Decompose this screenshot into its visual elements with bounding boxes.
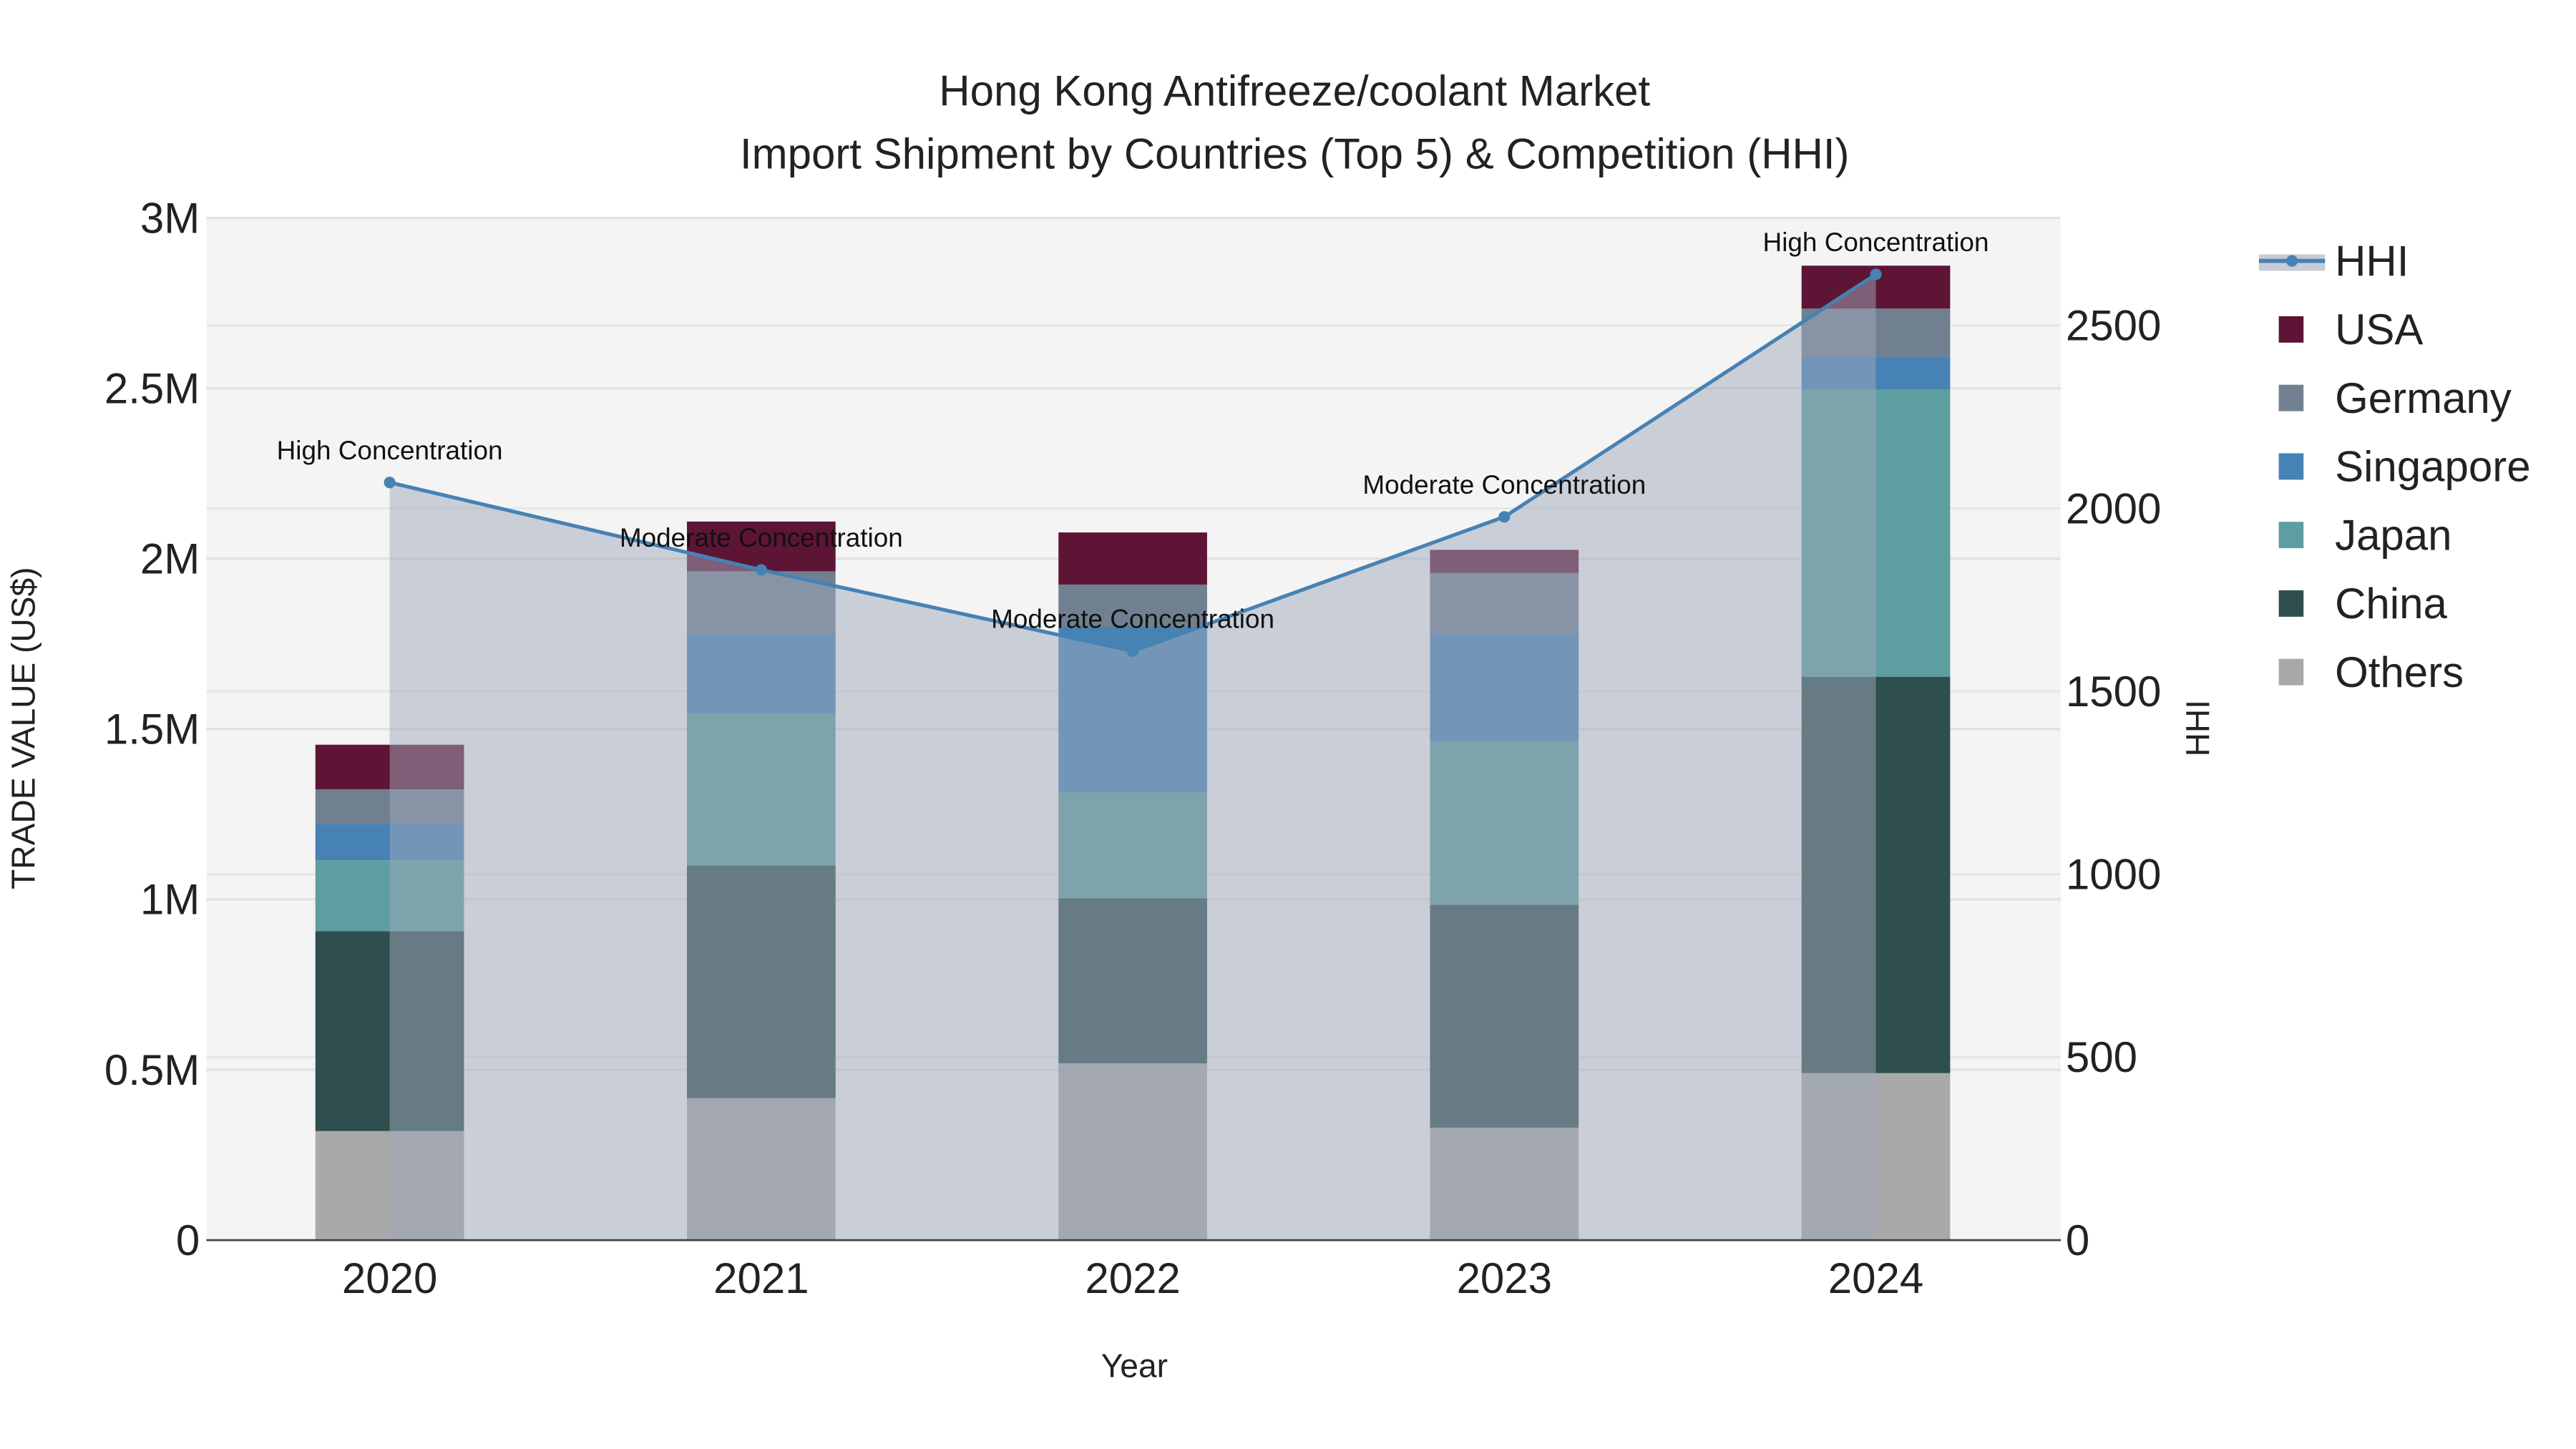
y-tick-label: 3M xyxy=(140,194,200,242)
legend-label: Germany xyxy=(2335,374,2512,422)
legend-item-japan: Japan xyxy=(2278,511,2452,559)
hhi-point-2022 xyxy=(1127,645,1139,658)
y-tick-label: 0.5M xyxy=(104,1046,200,1094)
legend-label: Others xyxy=(2335,648,2464,696)
y2-tick-label: 1000 xyxy=(2066,851,2161,899)
legend-swatch xyxy=(2278,316,2304,343)
legend-swatch xyxy=(2278,590,2304,617)
hhi-area xyxy=(389,274,1876,1241)
hhi-annotation: Moderate Concentration xyxy=(991,605,1274,634)
y-axis-ticks: 0 0.5M 1M 1.5M 2M 2.5M 3M xyxy=(104,194,200,1264)
y2-tick-label: 2000 xyxy=(2066,484,2161,532)
y-tick-label: 1M xyxy=(140,876,200,924)
x-tick-label: 2021 xyxy=(713,1254,809,1302)
y-tick-label: 0 xyxy=(176,1216,200,1264)
legend: HHI USA Germany Singapore Japan China Others xyxy=(2258,237,2531,696)
legend-item-others: Others xyxy=(2278,648,2464,696)
y-tick-label: 2.5M xyxy=(104,364,200,412)
x-axis-ticks: 2020 2021 2022 2023 2024 xyxy=(342,1254,1923,1302)
hhi-point-2021 xyxy=(755,564,767,576)
legend-label: HHI xyxy=(2335,237,2409,285)
legend-item-germany: Germany xyxy=(2278,374,2512,422)
y-axis-label: TRADE VALUE (US$) xyxy=(4,567,42,889)
legend-item-usa: USA xyxy=(2278,306,2423,353)
hhi-point-2024 xyxy=(1870,268,1882,280)
y2-axis-label: HHI xyxy=(2180,700,2217,756)
hhi-point-2023 xyxy=(1498,511,1511,523)
hhi-point-2020 xyxy=(384,477,396,489)
legend-item-china: China xyxy=(2278,580,2447,628)
y2-tick-label: 2500 xyxy=(2066,302,2161,350)
hhi-annotation: High Concentration xyxy=(1763,228,1989,257)
legend-label: Japan xyxy=(2335,511,2451,559)
y-tick-label: 1.5M xyxy=(104,706,200,753)
x-tick-label: 2024 xyxy=(1828,1254,1923,1302)
legend-item-hhi: HHI xyxy=(2258,237,2409,285)
x-axis-label: Year xyxy=(1101,1347,1168,1385)
annotations: High Concentration Moderate Concentration… xyxy=(277,228,1989,634)
legend-item-singapore: Singapore xyxy=(2278,443,2531,491)
legend-label: Singapore xyxy=(2335,443,2531,491)
legend-swatch xyxy=(2278,658,2304,686)
chart-title: Hong Kong Antifreeze/coolant Market xyxy=(939,67,1650,115)
hhi-series xyxy=(384,268,1882,1241)
y2-tick-label: 1500 xyxy=(2066,668,2161,716)
legend-label: China xyxy=(2335,580,2447,628)
legend-swatch xyxy=(2278,522,2304,549)
x-tick-label: 2023 xyxy=(1457,1254,1552,1302)
y2-axis-ticks: 0 500 1000 1500 2000 2500 xyxy=(2066,302,2161,1264)
y2-tick-label: 500 xyxy=(2066,1033,2137,1081)
legend-swatch xyxy=(2278,453,2304,480)
hhi-annotation: Moderate Concentration xyxy=(1362,470,1646,499)
x-tick-label: 2020 xyxy=(342,1254,437,1302)
hhi-annotation: Moderate Concentration xyxy=(620,523,903,552)
hhi-annotation: High Concentration xyxy=(277,436,503,465)
x-tick-label: 2022 xyxy=(1085,1254,1180,1302)
bar-usa-2022 xyxy=(1058,532,1207,585)
bar-germany-2022 xyxy=(1058,584,1207,627)
y-tick-label: 2M xyxy=(140,535,200,583)
legend-label: USA xyxy=(2335,306,2423,353)
legend-swatch xyxy=(2278,384,2304,411)
legend-hhi-marker xyxy=(2286,255,2298,267)
y2-tick-label: 0 xyxy=(2066,1216,2089,1264)
chart-subtitle: Import Shipment by Countries (Top 5) & C… xyxy=(740,130,1850,177)
